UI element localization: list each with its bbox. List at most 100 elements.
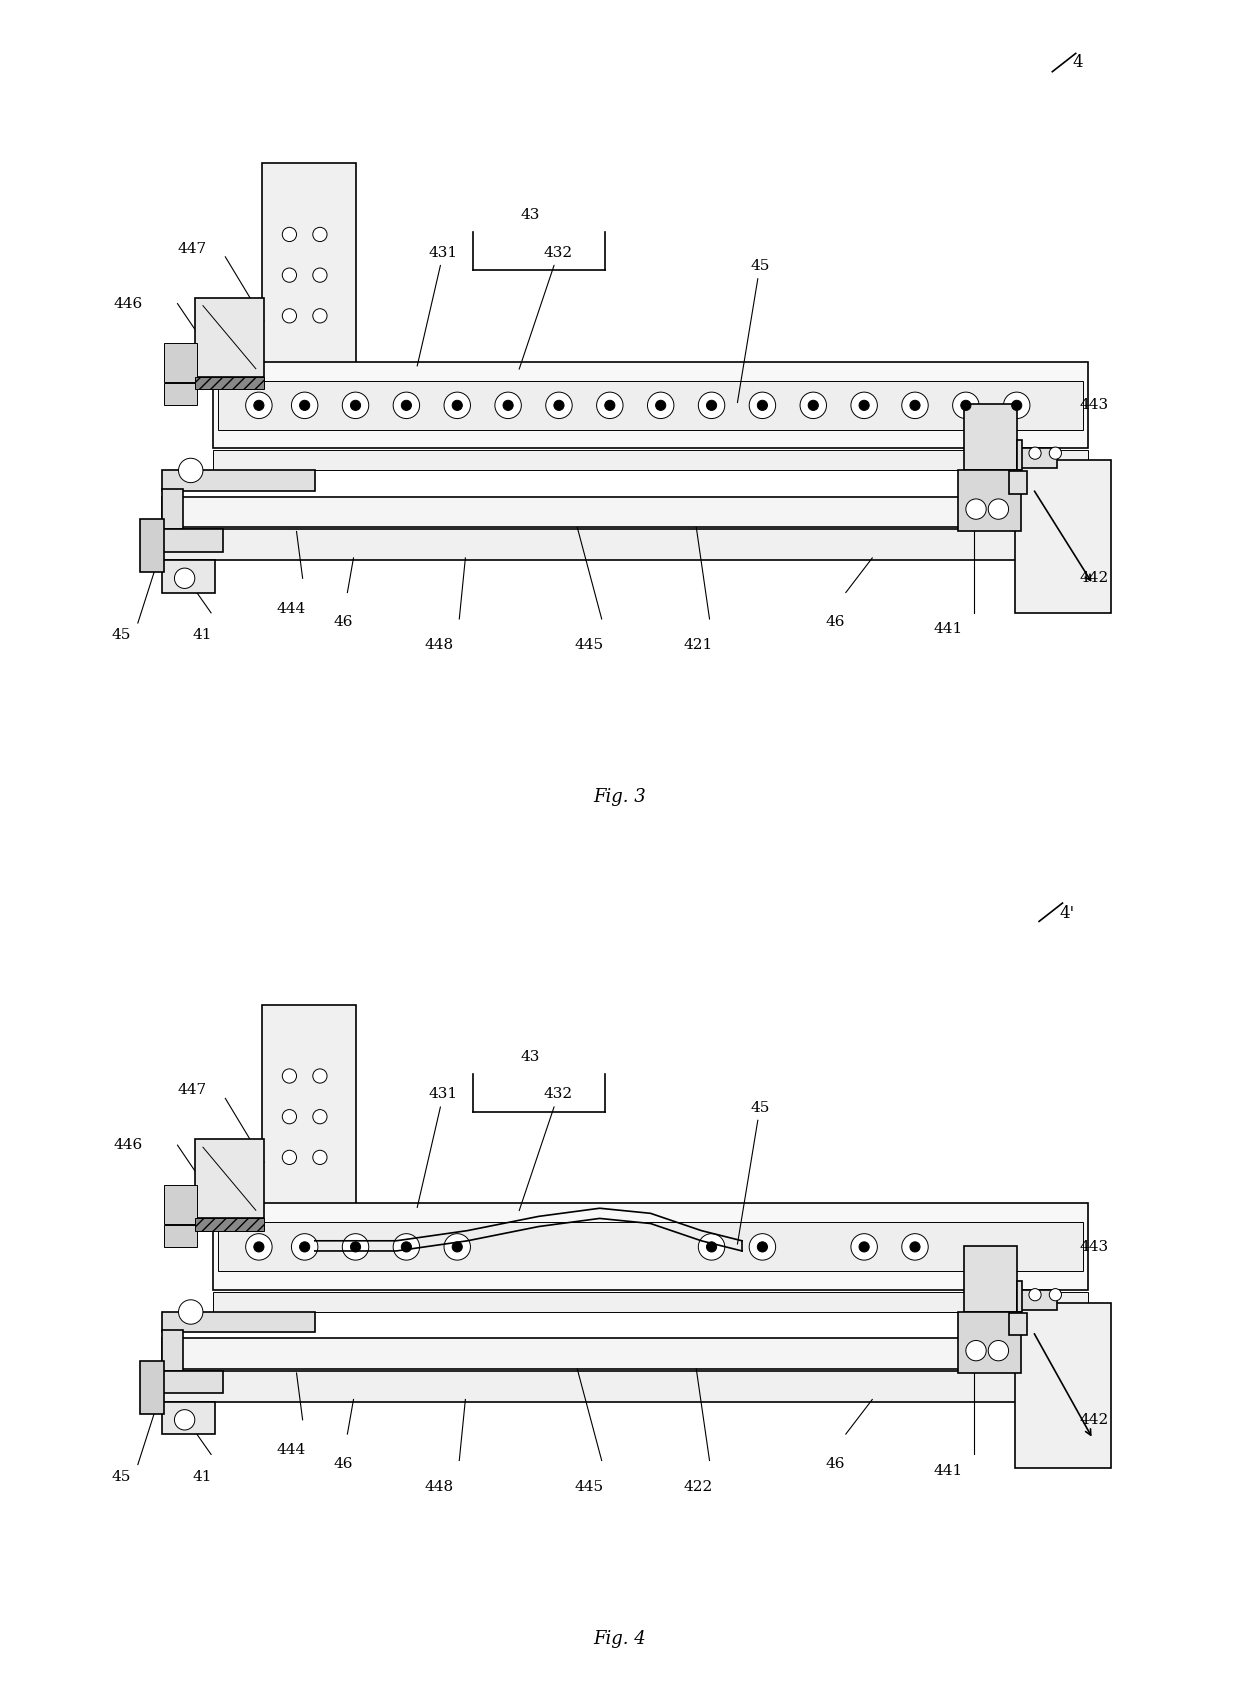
Circle shape xyxy=(283,227,296,241)
Text: 441: 441 xyxy=(934,1465,962,1478)
Circle shape xyxy=(342,1234,368,1261)
Bar xyxy=(162,1330,182,1371)
Circle shape xyxy=(246,392,272,419)
Bar xyxy=(1014,460,1111,613)
Text: 431: 431 xyxy=(417,1088,458,1208)
Circle shape xyxy=(291,392,317,419)
Bar xyxy=(140,1361,164,1414)
Bar xyxy=(1017,448,1058,468)
Circle shape xyxy=(351,400,361,411)
Circle shape xyxy=(546,392,572,419)
Bar xyxy=(957,1312,1021,1373)
Bar xyxy=(162,470,315,490)
Circle shape xyxy=(503,400,513,411)
Text: 444: 444 xyxy=(277,602,305,616)
Circle shape xyxy=(1049,1288,1061,1302)
Circle shape xyxy=(283,1069,296,1083)
Circle shape xyxy=(596,392,622,419)
Text: 444: 444 xyxy=(277,1444,305,1458)
Bar xyxy=(213,361,1087,448)
Text: 432: 432 xyxy=(520,246,573,370)
Circle shape xyxy=(707,1242,717,1252)
Bar xyxy=(1017,1281,1022,1312)
Bar xyxy=(213,1291,1087,1312)
Circle shape xyxy=(1003,392,1030,419)
Circle shape xyxy=(851,1234,878,1261)
Text: 448: 448 xyxy=(424,1480,454,1493)
Text: 445: 445 xyxy=(574,638,604,652)
Bar xyxy=(1008,472,1027,494)
Text: 447: 447 xyxy=(177,1083,207,1098)
Circle shape xyxy=(800,392,827,419)
Circle shape xyxy=(312,309,327,322)
Text: 446: 446 xyxy=(113,1139,143,1152)
Circle shape xyxy=(1029,446,1042,460)
Circle shape xyxy=(859,1242,869,1252)
Bar xyxy=(162,489,182,529)
Circle shape xyxy=(291,1234,317,1261)
Circle shape xyxy=(758,1242,768,1252)
Text: Fig. 3: Fig. 3 xyxy=(594,787,646,806)
Circle shape xyxy=(698,1234,724,1261)
Bar xyxy=(218,1222,1083,1271)
Circle shape xyxy=(312,227,327,241)
Bar xyxy=(140,519,164,572)
Bar xyxy=(218,380,1083,429)
Text: 448: 448 xyxy=(424,638,454,652)
Circle shape xyxy=(1049,446,1061,460)
Text: 422: 422 xyxy=(683,1480,712,1493)
Circle shape xyxy=(966,1341,986,1361)
Circle shape xyxy=(312,268,327,282)
Circle shape xyxy=(179,458,203,482)
Bar xyxy=(195,297,264,377)
Text: 443: 443 xyxy=(1080,1241,1109,1254)
Text: 46: 46 xyxy=(334,614,352,630)
Bar xyxy=(213,450,1087,470)
Circle shape xyxy=(851,392,878,419)
Circle shape xyxy=(656,400,666,411)
Circle shape xyxy=(749,1234,776,1261)
Circle shape xyxy=(952,392,980,419)
Text: 45: 45 xyxy=(738,1101,770,1244)
Circle shape xyxy=(988,1341,1008,1361)
Circle shape xyxy=(246,1234,272,1261)
Text: 45: 45 xyxy=(112,1470,130,1483)
Text: 446: 446 xyxy=(113,297,143,311)
Bar xyxy=(164,1185,197,1224)
Circle shape xyxy=(254,1242,264,1252)
Text: 442: 442 xyxy=(1080,572,1109,585)
Circle shape xyxy=(351,1242,361,1252)
Circle shape xyxy=(175,1410,195,1431)
Circle shape xyxy=(453,1242,463,1252)
Bar xyxy=(162,1312,315,1332)
Circle shape xyxy=(444,1234,470,1261)
Circle shape xyxy=(605,400,615,411)
Bar xyxy=(195,377,264,389)
Circle shape xyxy=(495,392,521,419)
Bar xyxy=(262,1005,356,1274)
Bar xyxy=(213,1203,1087,1290)
Bar xyxy=(162,1371,223,1393)
Text: Fig. 4: Fig. 4 xyxy=(594,1629,646,1648)
Circle shape xyxy=(453,400,463,411)
Bar xyxy=(195,1218,264,1230)
Circle shape xyxy=(402,400,412,411)
Circle shape xyxy=(647,392,673,419)
Text: 421: 421 xyxy=(683,638,712,652)
Circle shape xyxy=(283,268,296,282)
Bar xyxy=(164,1225,197,1247)
Circle shape xyxy=(402,1242,412,1252)
Text: 41: 41 xyxy=(192,628,212,641)
Circle shape xyxy=(901,392,929,419)
Circle shape xyxy=(988,499,1008,519)
Text: 441: 441 xyxy=(934,623,962,636)
Bar xyxy=(1017,440,1022,470)
Bar xyxy=(1017,1290,1058,1310)
Text: 43: 43 xyxy=(521,1050,541,1064)
Bar xyxy=(1014,1303,1111,1468)
Bar xyxy=(164,384,197,406)
Circle shape xyxy=(179,1300,203,1324)
Text: 4: 4 xyxy=(1073,54,1084,71)
Bar xyxy=(162,529,223,552)
Circle shape xyxy=(554,400,564,411)
